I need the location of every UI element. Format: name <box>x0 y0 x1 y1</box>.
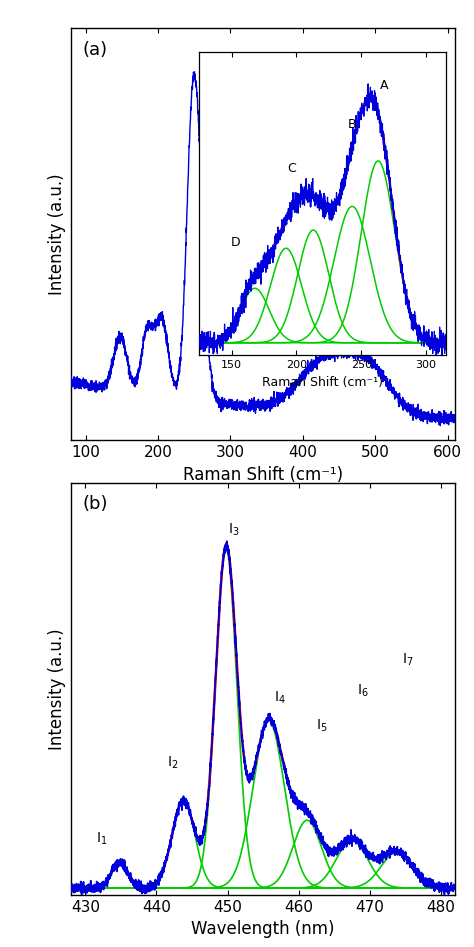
Y-axis label: Intensity (a.u.): Intensity (a.u.) <box>47 628 65 750</box>
Text: (b): (b) <box>82 495 108 513</box>
Text: I$_7$: I$_7$ <box>401 652 413 669</box>
Text: C: C <box>287 162 296 175</box>
X-axis label: Raman Shift (cm⁻¹): Raman Shift (cm⁻¹) <box>262 376 383 388</box>
X-axis label: Raman Shift (cm⁻¹): Raman Shift (cm⁻¹) <box>183 466 343 484</box>
Text: I$_2$: I$_2$ <box>167 755 179 771</box>
Text: I$_6$: I$_6$ <box>357 683 369 699</box>
Text: A: A <box>380 79 389 92</box>
Text: I$_1$: I$_1$ <box>96 831 108 847</box>
Text: I$_5$: I$_5$ <box>316 717 328 734</box>
Text: B: B <box>348 118 356 131</box>
Text: (a): (a) <box>82 41 108 59</box>
Text: I$_4$: I$_4$ <box>273 689 285 706</box>
Text: D: D <box>230 236 240 249</box>
Y-axis label: Intensity (a.u.): Intensity (a.u.) <box>47 173 65 295</box>
X-axis label: Wavelength (nm): Wavelength (nm) <box>191 920 335 938</box>
Text: I$_3$: I$_3$ <box>228 522 239 538</box>
